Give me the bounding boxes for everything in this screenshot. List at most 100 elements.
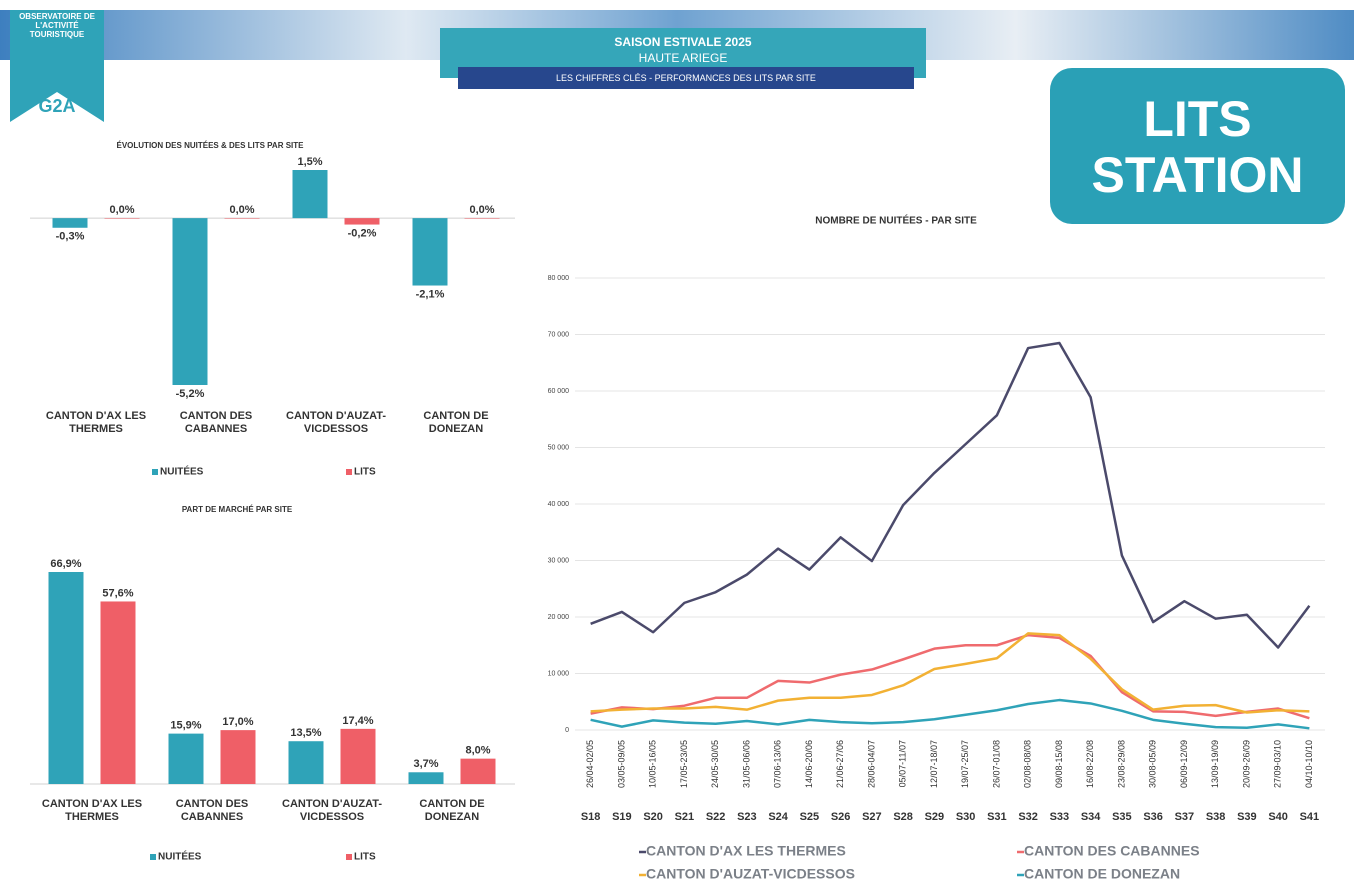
badge-line1: LITS [1050,92,1345,146]
y-tick-label: 40 000 [548,501,570,508]
x-tick-label: S23 [737,811,757,823]
bar [105,218,140,219]
x-date-label: 06/09-12/09 [1179,740,1189,788]
x-tick-label: S28 [893,811,913,823]
value-label: 66,9% [50,558,81,570]
x-date-label: 26/07-01/08 [991,740,1001,788]
value-label: 0,0% [229,204,254,216]
bar [49,572,84,784]
x-tick-label: S32 [1018,811,1038,823]
value-label: 13,5% [290,727,321,739]
bar [169,734,204,784]
y-tick-label: 50 000 [548,444,570,451]
value-label: 1,5% [297,156,322,168]
x-date-label: 28/06-04/07 [866,740,876,788]
value-label: 57,6% [102,587,133,599]
x-tick-label: S27 [862,811,882,823]
y-tick-label: 20 000 [548,614,570,621]
legend-label: LITS [354,467,376,478]
x-tick-label: S35 [1112,811,1132,823]
value-label: 8,0% [465,745,490,757]
logo-mark: G2A [12,96,102,117]
x-date-label: 04/10-10/10 [1304,740,1314,788]
x-date-label: 20/09-26/09 [1241,740,1251,788]
value-label: -2,1% [416,288,445,300]
bar [101,601,136,784]
x-tick-label: S36 [1143,811,1163,823]
x-tick-label: S30 [956,811,976,823]
x-date-label: 07/06-13/06 [773,740,783,788]
x-tick-label: S40 [1268,811,1288,823]
bar [293,170,328,218]
legend-label: CANTON DE DONEZAN [1024,866,1180,882]
value-label: 15,9% [170,720,201,732]
x-date-label: 24/05-30/05 [710,740,720,788]
x-tick-label: CANTON DES CABANNES [160,410,272,436]
x-date-label: 09/08-15/08 [1054,740,1064,788]
x-tick-label: S29 [925,811,945,823]
value-label: 17,4% [342,715,373,727]
x-tick-label: S34 [1081,811,1101,823]
x-date-label: 13/09-19/09 [1210,740,1220,788]
x-date-label: 10/05-16/05 [648,740,658,788]
x-tick-label: S38 [1206,811,1226,823]
x-tick-label: S25 [800,811,820,823]
bar [341,729,376,784]
x-date-label: 21/06-27/06 [835,740,845,788]
chart-title: PART DE MARCHÉ PAR SITE [182,505,293,514]
value-label: 3,7% [413,758,438,770]
legend-label: CANTON D'AX LES THERMES [646,843,846,859]
y-tick-label: 80 000 [548,275,570,282]
bar [289,741,324,784]
x-tick-label: S26 [831,811,851,823]
legend-label: NUITÉES [158,850,202,863]
legend-label: CANTON DES CABANNES [1024,843,1200,859]
chart-title: ÉVOLUTION DES NUITÉES & DES LITS PAR SIT… [117,141,305,150]
x-date-label: 19/07-25/07 [960,740,970,788]
dashboard: ÉVOLUTION DES NUITÉES & DES LITS PAR SIT… [0,0,1354,883]
legend-swatch [150,854,156,860]
legend-swatch [152,469,158,475]
chart-title: NOMBRE DE NUITÉES - PAR SITE [815,214,977,227]
x-tick-label: S21 [675,811,695,823]
legend-label: NUITÉES [160,465,204,478]
value-label: -5,2% [176,388,205,400]
x-tick-label: CANTON D'AUZAT-VICDESSOS [280,410,392,436]
header-banner: LES CHIFFRES CLÉS - PERFORMANCES DES LIT… [458,73,914,83]
x-date-label: 14/06-20/06 [804,740,814,788]
bar [221,730,256,784]
x-tick-label: S33 [1050,811,1070,823]
x-tick-label: S31 [987,811,1007,823]
x-date-label: 31/05-06/06 [741,740,751,788]
x-date-label: 23/08-29/08 [1116,740,1126,788]
bar [345,218,380,224]
legend-swatch [346,854,352,860]
x-tick-label: CANTON DES CABANNES [156,798,268,824]
x-date-label: 27/09-03/10 [1273,740,1283,788]
bar [53,218,88,228]
x-tick-label: S37 [1175,811,1195,823]
value-label: -0,3% [56,231,85,243]
legend-label: LITS [354,852,376,863]
x-tick-label: CANTON D'AUZAT-VICDESSOS [276,798,388,824]
x-tick-label: CANTON D'AX LES THERMES [36,798,148,824]
x-tick-label: S41 [1300,811,1320,823]
logo-text: OBSERVATOIRE DE L'ACTIVITÉ TOURISTIQUE [12,12,102,39]
x-tick-label: CANTON DE DONEZAN [400,410,512,436]
x-tick-label: S19 [612,811,632,823]
x-date-label: 12/07-18/07 [929,740,939,788]
series-line [591,343,1310,648]
x-tick-label: S39 [1237,811,1257,823]
y-tick-label: 30 000 [548,557,570,564]
x-date-label: 17/05-23/05 [679,740,689,788]
x-tick-label: S24 [768,811,788,823]
x-date-label: 16/08-22/08 [1085,740,1095,788]
bar [465,218,500,219]
value-label: 0,0% [109,204,134,216]
x-tick-label: S18 [581,811,601,823]
series-line [591,633,1310,712]
value-label: 17,0% [222,716,253,728]
y-tick-label: 0 [565,727,569,734]
badge-line2: STATION [1050,148,1345,202]
y-tick-label: 10 000 [548,670,570,677]
